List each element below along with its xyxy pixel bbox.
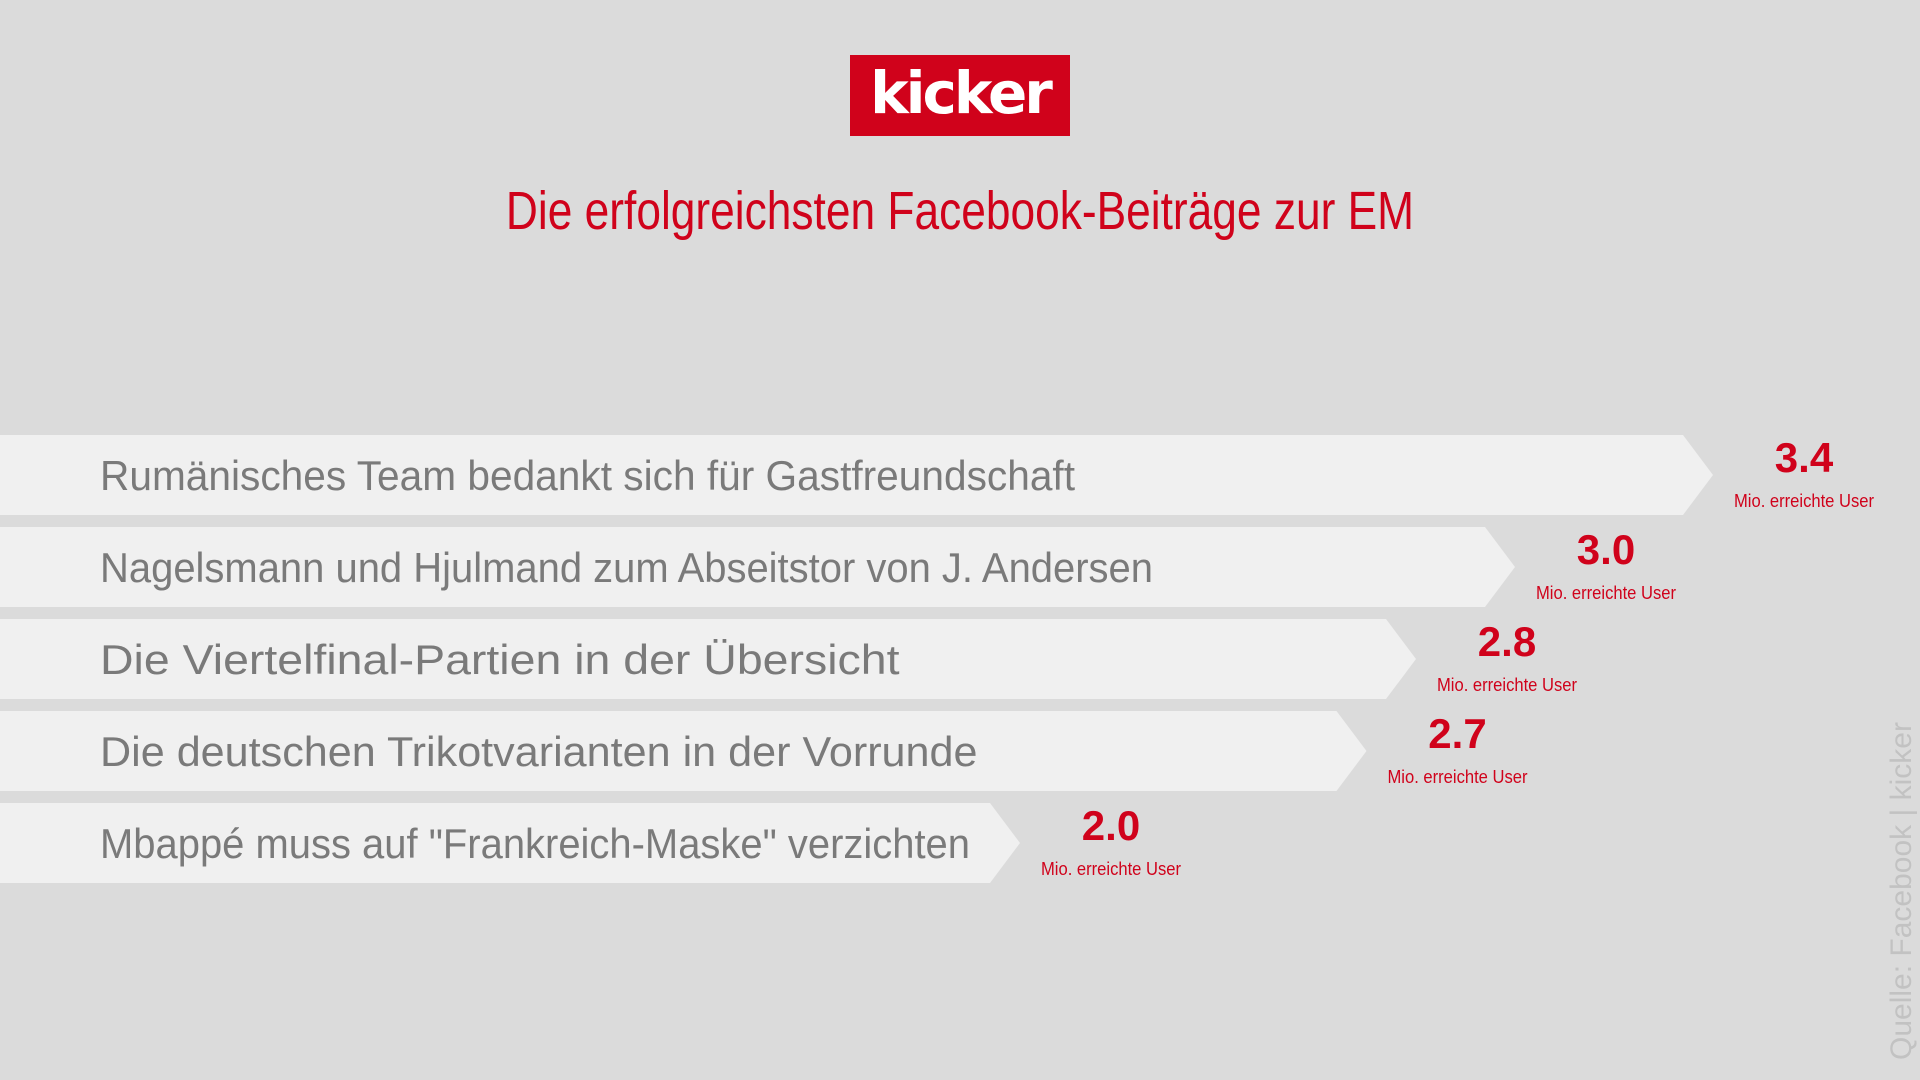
- unit-label: Mio. erreichte User: [1388, 767, 1528, 787]
- unit-label: Mio. erreichte User: [1041, 859, 1181, 879]
- bar-label: Mbappé muss auf "Frankreich-Maske" verzi…: [100, 820, 970, 867]
- value-label: 2.7: [1428, 710, 1486, 757]
- value-label: 3.4: [1775, 434, 1834, 481]
- bar: [0, 527, 1515, 607]
- unit-label: Mio. erreichte User: [1734, 491, 1874, 511]
- bar: [0, 619, 1416, 699]
- bar-label: Die Viertelfinal-Partien in der Übersich…: [100, 636, 900, 683]
- unit-label: Mio. erreichte User: [1536, 583, 1676, 603]
- bar: [0, 711, 1367, 791]
- unit-label: Mio. erreichte User: [1437, 675, 1577, 695]
- bar-label: Rumänisches Team bedankt sich für Gastfr…: [100, 452, 1075, 499]
- source-note: Quelle: Facebook | kicker: [1885, 722, 1918, 1060]
- bar-label: Die deutschen Trikotvarianten in der Vor…: [100, 728, 978, 775]
- value-label: 2.0: [1082, 802, 1140, 849]
- chart-title: Die erfolgreichsten Facebook-Beiträge zu…: [505, 181, 1415, 241]
- value-label: 2.8: [1478, 618, 1536, 665]
- kicker-logo: kicker: [850, 55, 1070, 136]
- bar: [0, 435, 1713, 515]
- bar: [0, 803, 1020, 883]
- bar-label: Nagelsmann und Hjulmand zum Abseitstor v…: [100, 544, 1153, 591]
- value-label: 3.0: [1577, 526, 1635, 573]
